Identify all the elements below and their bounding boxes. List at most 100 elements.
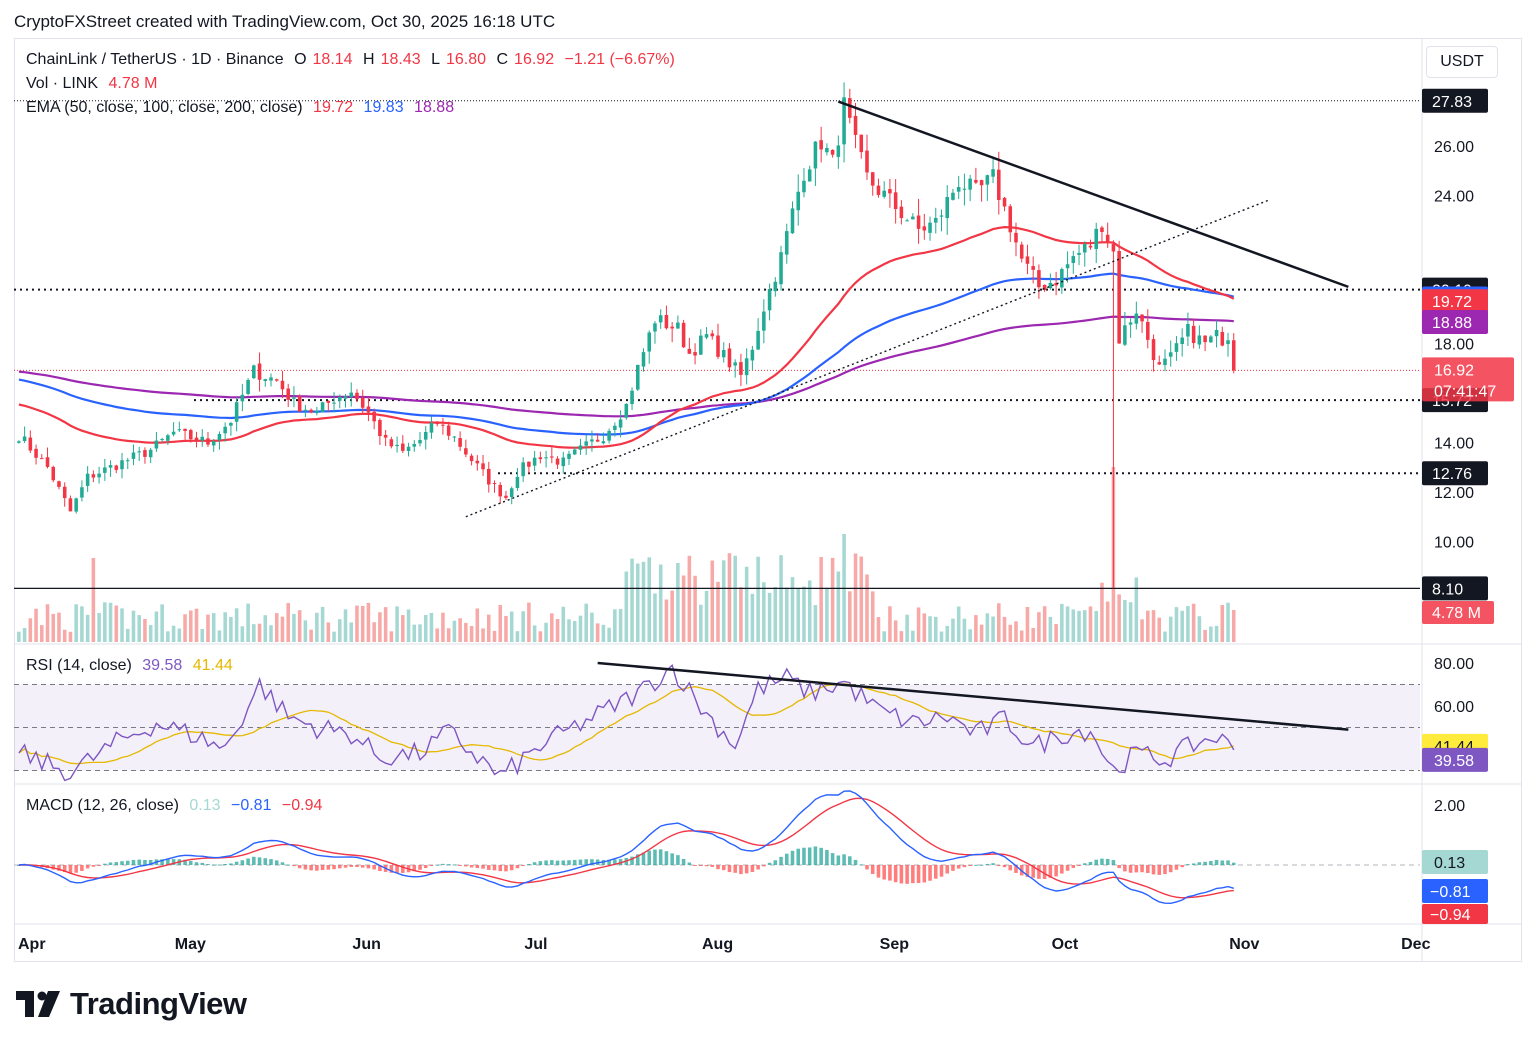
macd-histogram-bar [229,863,233,865]
price-tick-label: 14.00 [1434,436,1474,453]
candle-body [956,187,961,192]
volume-bar [1220,605,1225,642]
macd-histogram-bar [486,865,491,870]
volume-bar [332,631,336,642]
macd-histogram-bar [521,865,525,866]
legend-open: 18.14 [312,51,353,68]
macd-histogram-bar [1002,865,1007,868]
macd-legend-label[interactable]: MACD (12, 26, close) [26,797,179,814]
macd-histogram-bar [647,850,652,865]
volume-bar [492,630,497,642]
macd-histogram-bar [481,865,485,869]
volume-bar [555,619,560,642]
macd-histogram-bar [1203,861,1207,865]
candle-body [80,487,84,498]
volume-bar [246,603,250,642]
candle-body [1168,352,1173,357]
descending-resistance-trendline[interactable] [837,100,1349,289]
tradingview-logo[interactable]: TradingView [16,986,247,1022]
legend-symbol[interactable]: ChainLink / TetherUS · 1D · Binance [26,51,284,68]
volume-bar [45,604,50,642]
volume-bar [1082,610,1087,642]
candle-body [733,362,737,366]
candle-body [343,396,348,399]
rsi-legend-label[interactable]: RSI (14, close) [26,657,132,674]
macd-histogram-bar [148,859,153,865]
volume-legend-label[interactable]: Vol · LINK [26,75,99,92]
candle-body [332,402,336,404]
candle-body [441,424,445,426]
macd-hist-label-text: 0.13 [1434,855,1465,872]
volume-bar [1100,582,1104,642]
volume-bar [1134,577,1139,642]
macd-histogram-bar [91,865,96,867]
candle-body [246,380,250,394]
candle-body [274,379,279,381]
price-tick-label: 10.00 [1434,534,1474,551]
candle-body [1231,340,1236,371]
macd-histogram-bar [297,865,302,869]
volume-label-text: 4.78 M [1432,605,1481,622]
candle-body [97,473,101,478]
volume-bar [349,622,354,642]
candle-body [34,448,38,458]
macd-histogram-bar [607,859,611,865]
volume-bar [486,614,491,642]
macd-histogram-bar [1197,862,1202,865]
volume-bar [103,602,107,642]
macd-histogram-bar [120,861,124,865]
candle-body [309,409,313,413]
volume-bar [148,625,153,642]
macd-histogram-bar [464,865,468,867]
candle-body [647,332,652,352]
volume-bar [57,612,61,642]
volume-bar [464,622,468,642]
time-axis-label: Oct [1052,936,1079,953]
volume-bar [1123,599,1127,642]
macd-histogram-bar [498,865,503,872]
macd-histogram-bar [1174,865,1179,870]
macd-histogram-bar [985,863,990,865]
volume-bar [412,624,417,642]
volume-bar [435,628,439,642]
volume-legend-value: 4.78 M [108,75,158,92]
candle-body [750,349,755,361]
candle-body [297,396,302,412]
volume-bar [252,624,256,642]
candle-body [848,98,852,118]
price-label-box [1422,461,1488,486]
macd-histogram-bar [544,860,548,865]
volume-bar [635,563,640,642]
candle-body [28,437,33,451]
macd-histogram-bar [412,865,417,872]
candle-body [481,463,485,470]
currency-unit-button[interactable]: USDT [1426,46,1498,78]
candle-body [532,457,537,466]
macd-histogram-bar [252,856,256,865]
candle-body [876,185,881,195]
macd-histogram-bar [572,859,577,865]
candle-body [859,134,864,153]
candle-body [223,426,227,434]
volume-bar [664,599,669,642]
volume-bar [383,607,388,642]
volume-bar [1186,606,1190,642]
ascending-support-trendline[interactable] [465,199,1269,518]
volume-bar [916,607,921,642]
volume-bar [68,631,73,642]
volume-bar [452,620,457,642]
candle-body [492,483,497,485]
macd-histogram-bar [567,860,571,865]
candle-body [870,172,875,186]
macd-hist-label-box [1422,850,1488,874]
ema-legend-label[interactable]: EMA (50, close, 100, close, 200, close) [26,99,303,116]
volume-bar [584,603,588,642]
candle-body [326,400,331,403]
volume-bar [773,586,778,642]
macd-histogram-bar [125,860,130,865]
candle-body [1105,234,1110,242]
candle-body [1214,329,1219,337]
candle-body [618,419,623,428]
rsi-trendline[interactable] [597,661,1349,731]
